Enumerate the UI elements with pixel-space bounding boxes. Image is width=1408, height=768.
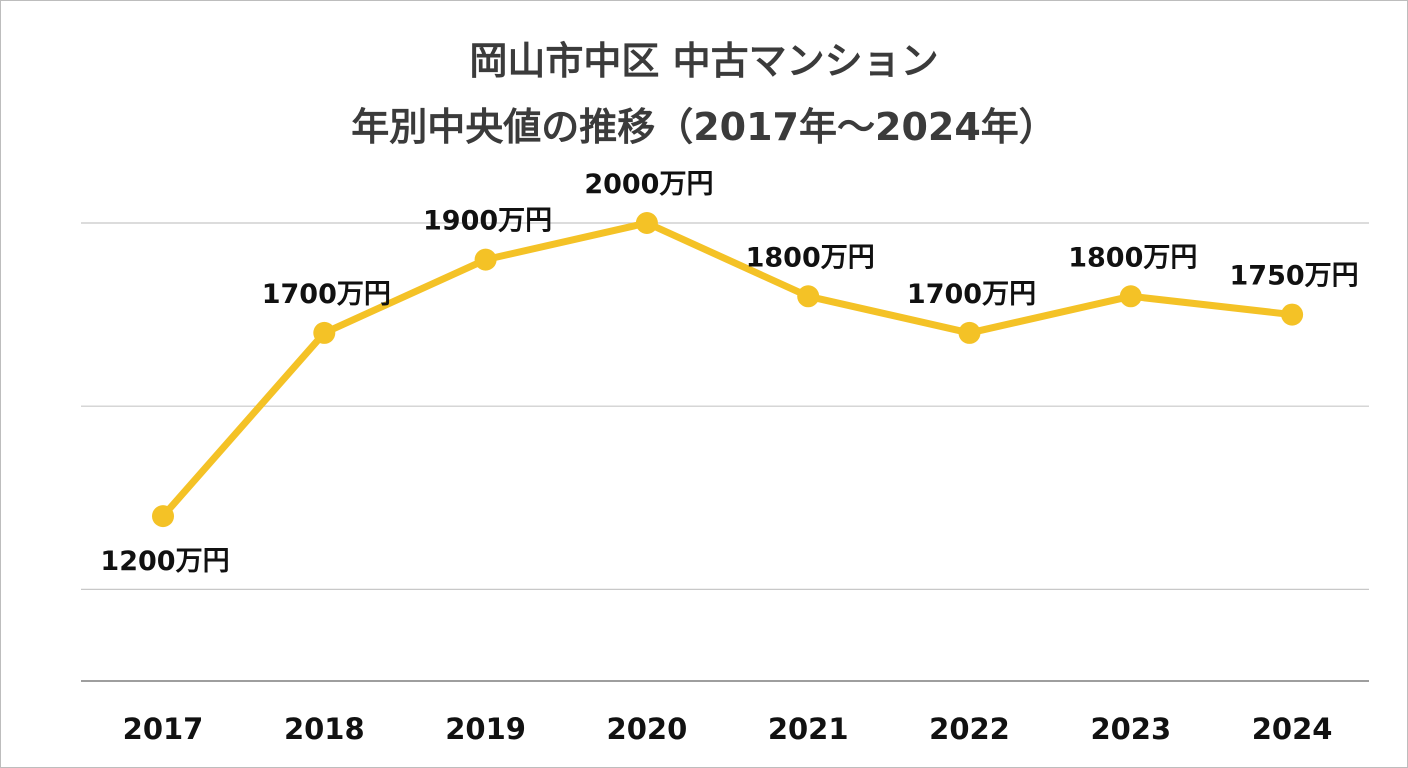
x-tick-label: 2020 [607, 712, 688, 746]
data-label: 1900万円 [423, 206, 552, 237]
x-tick-label: 2021 [768, 712, 849, 746]
x-tick-label: 2023 [1090, 712, 1171, 746]
data-label: 2000万円 [584, 169, 713, 200]
data-point [958, 321, 981, 344]
chart-title: 岡山市中区 中古マンション [469, 39, 939, 83]
x-axis-ticks: 2017 2018 2019 2020 2021 2022 2023 2024 [123, 712, 1333, 746]
data-point [313, 321, 336, 344]
data-point [797, 285, 820, 308]
data-point [635, 212, 658, 234]
x-tick-label: 2024 [1252, 712, 1333, 746]
gridlines [81, 222, 1369, 682]
series-line [160, 219, 1293, 519]
data-point [1119, 285, 1142, 308]
series-line-group [160, 219, 1293, 519]
data-label: 1700万円 [907, 279, 1036, 310]
data-label: 1750万円 [1230, 261, 1359, 292]
data-label: 1200万円 [100, 546, 229, 577]
data-point [1281, 303, 1304, 326]
x-tick-label: 2022 [929, 712, 1010, 746]
data-point [152, 505, 174, 528]
data-labels: 1200万円 1700万円 1900万円 2000万円 1800万円 1700万円 1800… [100, 169, 1358, 577]
data-points [152, 212, 1304, 528]
data-label: 1700万円 [262, 279, 391, 310]
data-label: 1800万円 [746, 242, 875, 273]
x-tick-label: 2017 [123, 712, 204, 746]
data-label: 1800万円 [1068, 242, 1197, 273]
x-tick-label: 2018 [284, 712, 365, 746]
data-point [474, 248, 497, 271]
chart-subtitle: 年別中央値の推移（2017年〜2024年） [351, 105, 1057, 149]
x-tick-label: 2019 [445, 712, 526, 746]
